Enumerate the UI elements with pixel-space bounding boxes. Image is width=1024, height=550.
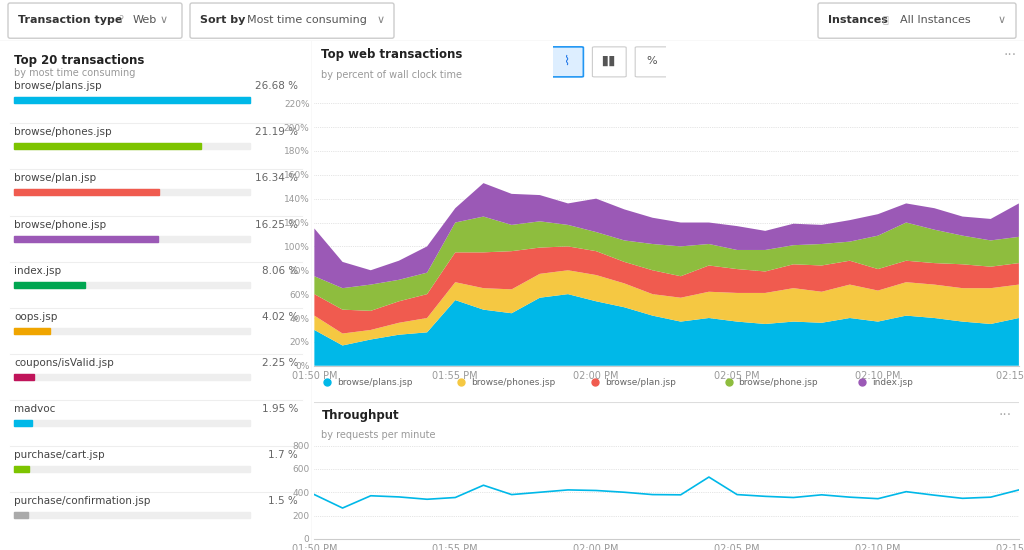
Text: browse/phone.jsp: browse/phone.jsp xyxy=(738,378,818,387)
Text: ∨: ∨ xyxy=(998,15,1007,25)
Text: 8.06 %: 8.06 % xyxy=(262,266,298,276)
Text: index.jsp: index.jsp xyxy=(872,378,913,387)
Text: ∨: ∨ xyxy=(160,15,168,25)
Bar xyxy=(14,189,250,195)
Text: Throughput: Throughput xyxy=(322,409,399,422)
Bar xyxy=(14,374,34,379)
Bar xyxy=(14,466,250,472)
Text: Transaction type: Transaction type xyxy=(18,15,123,25)
Bar xyxy=(14,282,250,288)
Text: ?: ? xyxy=(118,15,123,25)
Bar xyxy=(14,282,85,288)
Text: index.jsp: index.jsp xyxy=(14,266,61,276)
Text: by requests per minute: by requests per minute xyxy=(322,430,436,440)
Text: ∨: ∨ xyxy=(377,15,385,25)
Text: purchase/cart.jsp: purchase/cart.jsp xyxy=(14,450,105,460)
FancyBboxPatch shape xyxy=(550,47,584,77)
Text: 1.95 %: 1.95 % xyxy=(261,404,298,414)
Bar xyxy=(14,466,30,472)
Text: browse/plan.jsp: browse/plan.jsp xyxy=(604,378,676,387)
Bar xyxy=(14,512,250,518)
Text: Web: Web xyxy=(133,15,158,25)
FancyBboxPatch shape xyxy=(635,47,669,77)
Text: oops.jsp: oops.jsp xyxy=(14,312,57,322)
Bar xyxy=(14,420,250,426)
Text: 1.7 %: 1.7 % xyxy=(268,450,298,460)
Text: ···: ··· xyxy=(998,408,1012,422)
FancyBboxPatch shape xyxy=(8,3,182,38)
Text: madvoc: madvoc xyxy=(14,404,55,414)
Bar xyxy=(14,144,202,150)
Text: browse/phones.jsp: browse/phones.jsp xyxy=(471,378,555,387)
Text: All Instances: All Instances xyxy=(900,15,971,25)
FancyBboxPatch shape xyxy=(818,3,1016,38)
Text: 4.02 %: 4.02 % xyxy=(262,312,298,322)
Text: purchase/confirmation.jsp: purchase/confirmation.jsp xyxy=(14,496,151,506)
Text: ···: ··· xyxy=(1004,48,1017,62)
Bar xyxy=(14,328,250,334)
Text: browse/plan.jsp: browse/plan.jsp xyxy=(14,173,96,184)
Text: ⓘ: ⓘ xyxy=(883,15,889,25)
Text: 16.25 %: 16.25 % xyxy=(255,219,298,229)
Bar xyxy=(14,144,250,150)
Text: by percent of wall clock time: by percent of wall clock time xyxy=(322,70,463,80)
Text: browse/phones.jsp: browse/phones.jsp xyxy=(14,128,112,138)
Text: 21.19 %: 21.19 % xyxy=(255,128,298,138)
Text: Most time consuming: Most time consuming xyxy=(247,15,367,25)
Text: browse/plans.jsp: browse/plans.jsp xyxy=(337,378,413,387)
Text: coupons/isValid.jsp: coupons/isValid.jsp xyxy=(14,358,114,368)
FancyBboxPatch shape xyxy=(592,47,627,77)
Bar xyxy=(14,420,32,426)
Bar xyxy=(14,97,250,103)
Text: Sort by: Sort by xyxy=(200,15,246,25)
Text: ⌇: ⌇ xyxy=(563,54,569,68)
FancyBboxPatch shape xyxy=(190,3,394,38)
Text: ▋▋: ▋▋ xyxy=(602,56,616,66)
Bar xyxy=(14,235,250,241)
Bar xyxy=(14,512,28,518)
Text: 26.68 %: 26.68 % xyxy=(255,81,298,91)
Bar xyxy=(14,328,50,334)
Bar xyxy=(14,235,158,241)
Bar xyxy=(14,97,250,103)
Text: Top 20 transactions: Top 20 transactions xyxy=(14,54,144,67)
Text: by most time consuming: by most time consuming xyxy=(14,68,136,78)
Text: browse/phone.jsp: browse/phone.jsp xyxy=(14,219,106,229)
Text: 16.34 %: 16.34 % xyxy=(255,173,298,184)
Text: 1.5 %: 1.5 % xyxy=(268,496,298,506)
Bar xyxy=(14,374,250,379)
Text: 2.25 %: 2.25 % xyxy=(261,358,298,368)
Text: browse/plans.jsp: browse/plans.jsp xyxy=(14,81,102,91)
Bar xyxy=(14,189,159,195)
Text: %: % xyxy=(647,56,657,66)
Text: Top web transactions: Top web transactions xyxy=(322,48,463,61)
Text: Instances: Instances xyxy=(828,15,888,25)
